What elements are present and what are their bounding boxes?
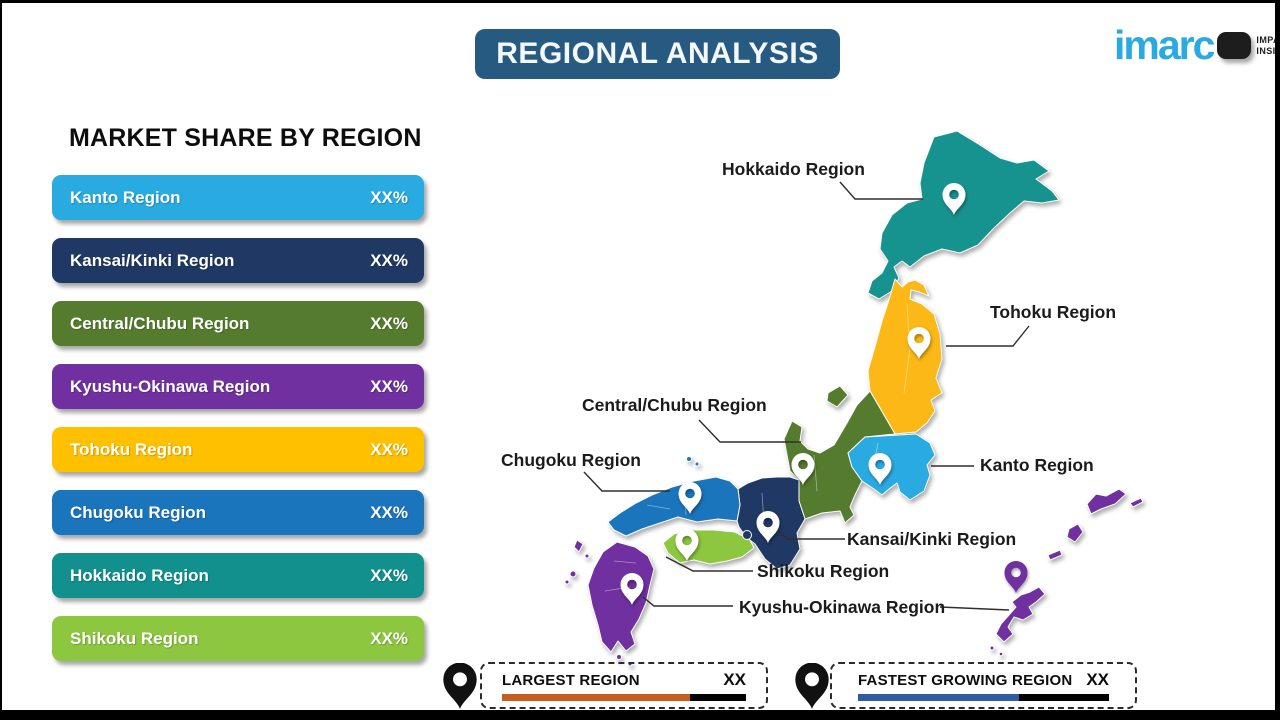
largest-region-bar xyxy=(502,694,746,701)
region-value: XX% xyxy=(370,439,408,459)
shikoku-connector-line xyxy=(665,556,753,572)
region-label: Kyushu-Okinawa Region xyxy=(70,376,271,396)
chubu-pin-icon xyxy=(791,453,815,485)
okinawa-pin-icon xyxy=(1004,561,1028,593)
market-share-row-kanto: Kanto Region XX% xyxy=(52,175,424,220)
region-value: XX% xyxy=(370,565,408,585)
logo-tagline-line1: IMPACTFUL xyxy=(1256,34,1280,45)
region-label: Hokkaido Region xyxy=(70,565,209,585)
region-value: XX% xyxy=(370,313,408,333)
map-island-sado xyxy=(826,385,849,408)
map-label-tohoku: Tohoku Region xyxy=(990,302,1117,322)
largest-region-bar-fill xyxy=(502,694,690,701)
region-value: XX% xyxy=(370,376,408,396)
map-island-awaji xyxy=(742,530,752,540)
kansai-pin-icon xyxy=(756,511,780,543)
fastest-growing-label: FASTEST GROWING REGION xyxy=(858,671,1073,689)
shikoku-pin-icon xyxy=(675,529,699,561)
region-label: Kansai/Kinki Region xyxy=(70,250,235,270)
chubu-connector-line xyxy=(698,419,801,443)
hokkaido-pin-icon xyxy=(942,183,966,215)
kanto-pin-icon xyxy=(868,453,892,485)
map-label-chubu: Central/Chubu Region xyxy=(582,395,767,415)
region-value: XX% xyxy=(370,250,408,270)
map-island-amami xyxy=(1086,488,1127,515)
tohoku-pin-icon xyxy=(907,327,931,359)
region-label: Central/Chubu Region xyxy=(70,313,250,333)
page-title: REGIONAL ANALYSIS xyxy=(475,29,840,79)
market-share-row-tohoku: Tohoku Region XX% xyxy=(52,427,424,472)
map-label-kyushu: Kyushu-Okinawa Region xyxy=(739,597,946,617)
imarc-logo: imarc IMPACTFUL INSIGHTS xyxy=(1114,22,1280,68)
map-island-okinawa-main xyxy=(995,586,1046,643)
largest-region-pin-icon xyxy=(443,663,477,709)
market-share-row-chubu: Central/Chubu Region XX% xyxy=(52,301,424,346)
market-share-row-chugoku: Chugoku Region XX% xyxy=(52,490,424,535)
map-island-okinoerabu xyxy=(1066,523,1084,543)
fastest-growing-legend: FASTEST GROWING REGION XX xyxy=(830,662,1137,709)
market-share-row-shikoku: Shikoku Region XX% xyxy=(52,616,424,661)
market-share-list: Kanto Region XX% Kansai/Kinki Region XX%… xyxy=(52,175,424,679)
region-value: XX% xyxy=(370,628,408,648)
logo-tagline: IMPACTFUL INSIGHTS xyxy=(1256,34,1280,57)
chugoku-connector-line xyxy=(583,471,670,492)
logo-tagline-line2: INSIGHTS xyxy=(1256,45,1276,56)
map-island-south-kyushu xyxy=(616,654,622,660)
map-island-amami-dash xyxy=(1129,497,1144,508)
map-region-shikoku xyxy=(662,529,755,565)
map-island-yoron-dash xyxy=(1047,549,1063,561)
map-island-goto2 xyxy=(564,579,570,585)
map-label-kansai: Kansai/Kinki Region xyxy=(847,529,1017,549)
map-region-chubu xyxy=(783,390,896,524)
page-title-text: REGIONAL ANALYSIS xyxy=(496,37,819,70)
fastest-growing-pin-icon xyxy=(795,663,829,709)
fastest-growing-value: XX xyxy=(1086,670,1109,689)
chugoku-pin-icon xyxy=(678,482,702,514)
map-region-kanto xyxy=(847,433,936,501)
fastest-growing-bar-rest xyxy=(1018,694,1109,701)
region-value: XX% xyxy=(370,502,408,522)
kansai-connector-line xyxy=(770,524,845,540)
market-share-heading: MARKET SHARE BY REGION xyxy=(69,124,422,152)
largest-region-legend: LARGEST REGION XX xyxy=(480,662,768,709)
fastest-growing-bar xyxy=(858,694,1109,701)
map-region-kansai xyxy=(736,476,806,570)
market-share-row-hokkaido: Hokkaido Region XX% xyxy=(52,553,424,598)
region-label: Kanto Region xyxy=(70,187,181,207)
map-region-kyushu xyxy=(587,541,655,653)
map-island-iki xyxy=(584,553,590,559)
kyushu-connector-line-right xyxy=(939,606,1010,611)
kyushu-pin-icon xyxy=(620,573,644,605)
region-value: XX% xyxy=(370,187,408,207)
tohoku-connector-line xyxy=(946,325,1030,347)
market-share-row-kyushu: Kyushu-Okinawa Region XX% xyxy=(52,364,424,409)
map-label-chugoku: Chugoku Region xyxy=(501,450,641,470)
map-region-chugoku xyxy=(607,476,741,537)
market-share-row-kansai: Kansai/Kinki Region XX% xyxy=(52,238,424,283)
map-island-oki2 xyxy=(694,461,700,467)
largest-region-value: XX xyxy=(723,670,746,689)
region-label: Shikoku Region xyxy=(70,628,199,648)
map-region-hokkaido xyxy=(867,130,1060,300)
region-label: Chugoku Region xyxy=(70,502,206,522)
map-label-kanto: Kanto Region xyxy=(980,455,1094,475)
map-island-goto xyxy=(569,570,577,578)
logo-divider xyxy=(1217,32,1252,59)
map-island-kerama2 xyxy=(998,651,1004,657)
kyushu-connector-line-left xyxy=(642,596,733,607)
hokkaido-connector-line xyxy=(839,181,923,200)
map-island-tsushima xyxy=(573,539,584,553)
largest-region-bar-rest xyxy=(689,694,746,701)
map-region-tohoku xyxy=(867,278,943,435)
imarc-logo-wordmark: imarc xyxy=(1114,22,1215,68)
largest-region-label: LARGEST REGION xyxy=(502,671,640,689)
map-label-hokkaido: Hokkaido Region xyxy=(722,159,865,179)
fastest-growing-bar-fill xyxy=(858,694,1019,701)
region-label: Tohoku Region xyxy=(70,439,193,459)
map-island-oki xyxy=(686,456,692,462)
map-label-shikoku: Shikoku Region xyxy=(757,561,890,581)
map-island-kerama xyxy=(989,645,995,651)
